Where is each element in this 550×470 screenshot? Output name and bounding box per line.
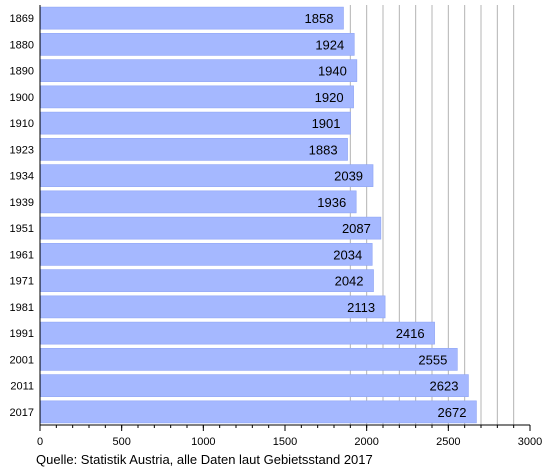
category-label: 1923 xyxy=(10,144,34,156)
bar xyxy=(40,59,358,82)
bar-value-label: 2087 xyxy=(342,221,371,236)
bar xyxy=(40,374,469,397)
x-tick-label: 0 xyxy=(37,436,43,448)
bar xyxy=(40,164,374,187)
category-label: 1981 xyxy=(10,302,34,314)
bar xyxy=(40,243,373,266)
bar xyxy=(40,33,355,56)
bar xyxy=(40,85,354,109)
bar-value-label: 2555 xyxy=(418,352,447,367)
source-note: Quelle: Statistik Austria, alle Daten la… xyxy=(36,452,373,467)
bar-value-label: 2042 xyxy=(335,274,364,289)
bar-value-label: 1940 xyxy=(318,64,347,79)
category-label: 1880 xyxy=(10,39,34,51)
bar xyxy=(40,6,344,30)
bar-value-label: 1858 xyxy=(305,11,334,26)
bar xyxy=(40,216,382,240)
category-labels: 1869 1880 1890 1900 1910 1923 1934 1939 1951 1961… xyxy=(10,13,34,419)
category-label: 1971 xyxy=(10,276,34,288)
bar xyxy=(40,111,351,135)
x-axis: 0 500 1000 1500 2000 2500 3000 xyxy=(37,5,542,448)
category-label: 1961 xyxy=(10,249,34,261)
x-tick-label: 3000 xyxy=(518,436,542,448)
bar xyxy=(40,269,374,292)
category-label: 1939 xyxy=(10,197,34,209)
grid-lines xyxy=(349,5,515,425)
bar-value-label: 1936 xyxy=(317,195,346,210)
category-label: 1910 xyxy=(10,118,34,130)
category-label: 1991 xyxy=(10,328,34,340)
bars-group: 1858 1924 1940 1920 1901 1883 2039 1936 2087 2034… xyxy=(40,6,477,424)
bar-value-label: 1883 xyxy=(309,142,338,157)
x-tick-label: 2500 xyxy=(436,436,460,448)
bar xyxy=(40,348,458,371)
bar xyxy=(40,190,357,214)
bar-value-label: 2039 xyxy=(334,169,363,184)
bar xyxy=(40,400,477,424)
x-tick-label: 1000 xyxy=(191,436,215,448)
category-label: 1900 xyxy=(10,92,34,104)
category-label: 2011 xyxy=(10,381,34,393)
category-label: 2017 xyxy=(10,407,34,419)
x-tick-label: 500 xyxy=(112,436,130,448)
bar xyxy=(40,321,435,345)
bar-value-label: 2416 xyxy=(396,326,425,341)
bar xyxy=(40,138,348,161)
bar-value-label: 1924 xyxy=(315,37,344,52)
bar-value-label: 2034 xyxy=(333,247,362,262)
category-label: 2001 xyxy=(10,354,34,366)
category-label: 1951 xyxy=(10,223,34,235)
x-tick-label: 1500 xyxy=(273,436,297,448)
category-label: 1890 xyxy=(10,66,34,78)
bar-value-label: 1901 xyxy=(312,116,341,131)
bar-value-label: 1920 xyxy=(315,90,344,105)
category-label: 1869 xyxy=(10,13,34,25)
bar-value-label: 2672 xyxy=(438,405,467,420)
bar-value-label: 2623 xyxy=(430,379,459,394)
category-label: 1934 xyxy=(10,171,34,183)
bar-value-label: 2113 xyxy=(347,300,375,315)
bar xyxy=(40,295,386,319)
x-tick-label: 2000 xyxy=(354,436,378,448)
